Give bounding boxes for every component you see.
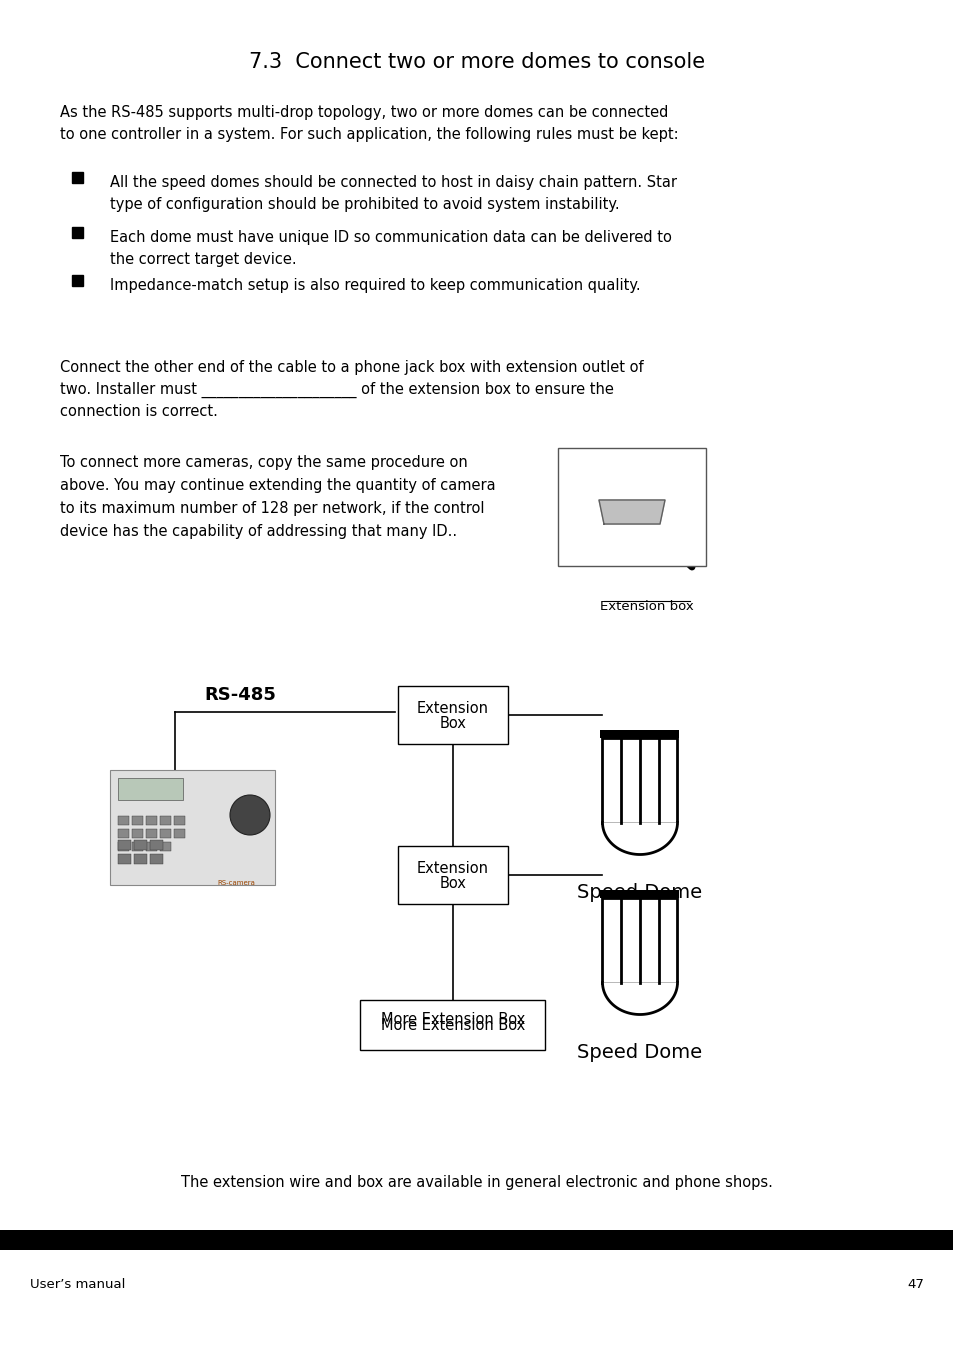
Bar (118, 854, 131, 864)
Text: User’s manual: User’s manual (30, 1278, 125, 1291)
Bar (602, 737, 677, 822)
Bar (599, 729, 679, 737)
Text: Extension: Extension (416, 701, 489, 715)
Bar (132, 841, 143, 851)
Bar (160, 841, 171, 851)
Bar (0, 1230, 953, 1251)
Bar (118, 778, 183, 799)
Bar (173, 829, 185, 837)
Bar (160, 816, 171, 825)
Bar (558, 449, 705, 566)
Bar (133, 840, 147, 850)
Polygon shape (598, 500, 664, 524)
Text: RS-485: RS-485 (204, 686, 275, 705)
Text: Box: Box (439, 877, 466, 892)
Text: The extension wire and box are available in general electronic and phone shops.: The extension wire and box are available… (181, 1175, 772, 1190)
Bar (602, 897, 677, 982)
Text: Box: Box (439, 717, 466, 732)
Bar (132, 829, 143, 837)
Bar (132, 816, 143, 825)
Bar (118, 840, 131, 850)
Text: to its maximum number of 128 per network, if the control: to its maximum number of 128 per network… (60, 501, 484, 516)
Text: 7.3  Connect two or more domes to console: 7.3 Connect two or more domes to console (249, 51, 704, 72)
Bar (360, 1000, 545, 1050)
Text: 47: 47 (906, 1278, 923, 1291)
Bar (110, 770, 274, 885)
Bar (150, 854, 163, 864)
Bar (118, 816, 129, 825)
Bar (397, 846, 507, 904)
Bar (71, 275, 83, 286)
Bar (133, 854, 147, 864)
Bar (599, 889, 679, 897)
Text: To connect more cameras, copy the same procedure on: To connect more cameras, copy the same p… (60, 455, 467, 470)
Text: Connect the other end of the cable to a phone jack box with extension outlet of: Connect the other end of the cable to a … (60, 360, 643, 375)
Text: device has the capability of addressing that many ID..: device has the capability of addressing … (60, 524, 456, 539)
Text: connection is correct.: connection is correct. (60, 404, 217, 419)
Text: As the RS-485 supports multi-drop topology, two or more domes can be connected: As the RS-485 supports multi-drop topolo… (60, 104, 668, 121)
Text: Speed Dome: Speed Dome (577, 882, 701, 901)
Bar (160, 829, 171, 837)
Bar (173, 816, 185, 825)
Circle shape (230, 795, 270, 835)
Bar (71, 172, 83, 183)
Bar (150, 840, 163, 850)
Text: Extension box: Extension box (599, 600, 693, 612)
Text: RS-camera: RS-camera (217, 879, 254, 886)
Text: More Extension Box: More Extension Box (380, 1018, 524, 1033)
Text: Each dome must have unique ID so communication data can be delivered to
the corr: Each dome must have unique ID so communi… (110, 230, 671, 267)
Text: All the speed domes should be connected to host in daisy chain pattern. Star
typ: All the speed domes should be connected … (110, 175, 677, 211)
Bar (71, 228, 83, 238)
Text: above. You may continue extending the quantity of camera: above. You may continue extending the qu… (60, 478, 496, 493)
Text: Extension: Extension (416, 860, 489, 875)
Text: Speed Dome: Speed Dome (577, 1042, 701, 1061)
Bar (146, 816, 157, 825)
Bar (397, 686, 507, 744)
Bar (146, 841, 157, 851)
Bar (118, 841, 129, 851)
Text: two. Installer must _____________________ of the extension box to ensure the: two. Installer must ____________________… (60, 382, 613, 398)
Bar (146, 829, 157, 837)
Text: Impedance-match setup is also required to keep communication quality.: Impedance-match setup is also required t… (110, 278, 640, 293)
Bar (118, 829, 129, 837)
Text: More Extension Box: More Extension Box (380, 1011, 524, 1027)
Text: to one controller in a system. For such application, the following rules must be: to one controller in a system. For such … (60, 127, 678, 142)
